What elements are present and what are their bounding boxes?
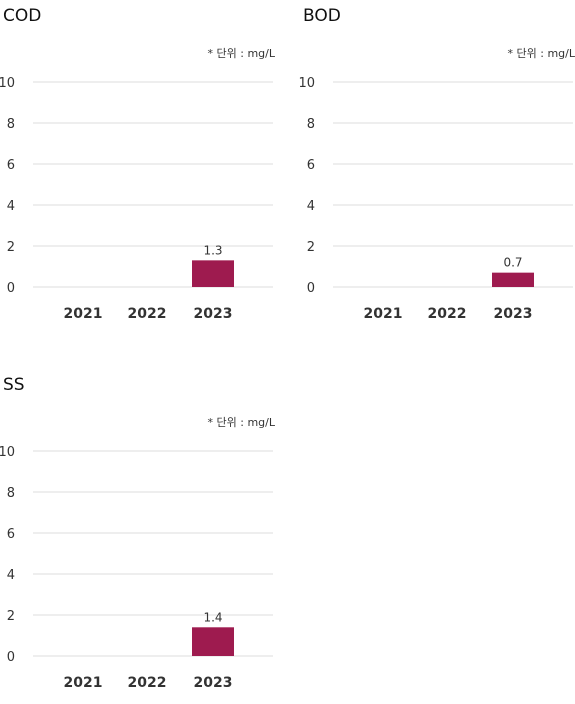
y-tick-label: 8	[7, 117, 15, 132]
y-tick-label: 6	[7, 527, 15, 542]
x-tick-label: 2021	[64, 306, 103, 322]
x-tick-label: 2023	[494, 306, 533, 322]
bar	[192, 260, 234, 287]
y-tick-label: 6	[307, 158, 315, 173]
x-tick-label: 2022	[128, 306, 167, 322]
chart-panel-cod: COD * 단위 : mg/L 0 2 4 6 8 10 2021 2022 1.3 2023	[0, 5, 275, 335]
unit-note: * 단위 : mg/L	[507, 47, 575, 60]
y-tick-label: 2	[307, 240, 315, 255]
y-tick-label: 4	[307, 199, 315, 214]
chart-plot: 0 2 4 6 8 10 2021 2022 1.4 2023	[0, 445, 273, 691]
chart-plot: 0 2 4 6 8 10 2021 2022 1.3 2023	[0, 76, 273, 322]
y-tick-label: 10	[0, 76, 15, 91]
unit-note: * 단위 : mg/L	[207, 47, 275, 60]
chart-panel-ss: SS * 단위 : mg/L 0 2 4 6 8 10 2021 2022 1.4 2023	[0, 374, 275, 704]
y-tick-label: 10	[0, 445, 15, 460]
y-tick-label: 4	[7, 568, 15, 583]
y-tick-label: 4	[7, 199, 15, 214]
chart-title: BOD	[303, 6, 341, 26]
y-tick-label: 2	[7, 240, 15, 255]
bar	[192, 627, 234, 656]
chart-title: COD	[3, 6, 42, 26]
chart-plot: 0 2 4 6 8 10 2021 2022 0.7 2023	[298, 76, 573, 322]
y-tick-label: 8	[7, 486, 15, 501]
x-tick-label: 2022	[128, 675, 167, 691]
x-tick-label: 2023	[194, 675, 233, 691]
chart-title: SS	[3, 375, 25, 395]
data-label: 0.7	[503, 256, 522, 270]
x-tick-label: 2023	[194, 306, 233, 322]
y-tick-label: 0	[7, 281, 15, 296]
y-tick-label: 8	[307, 117, 315, 132]
data-label: 1.4	[203, 610, 222, 624]
bar	[492, 272, 534, 287]
y-tick-label: 0	[307, 281, 315, 296]
x-tick-label: 2021	[64, 675, 103, 691]
data-label: 1.3	[203, 243, 222, 257]
y-tick-label: 2	[7, 609, 15, 624]
x-tick-label: 2022	[428, 306, 467, 322]
x-tick-label: 2021	[364, 306, 403, 322]
unit-note: * 단위 : mg/L	[207, 416, 275, 429]
y-tick-label: 0	[7, 650, 15, 665]
y-tick-label: 10	[298, 76, 315, 91]
y-tick-label: 6	[7, 158, 15, 173]
chart-panel-bod: BOD * 단위 : mg/L 0 2 4 6 8 10 2021 2022 0.7 2023	[298, 5, 575, 335]
